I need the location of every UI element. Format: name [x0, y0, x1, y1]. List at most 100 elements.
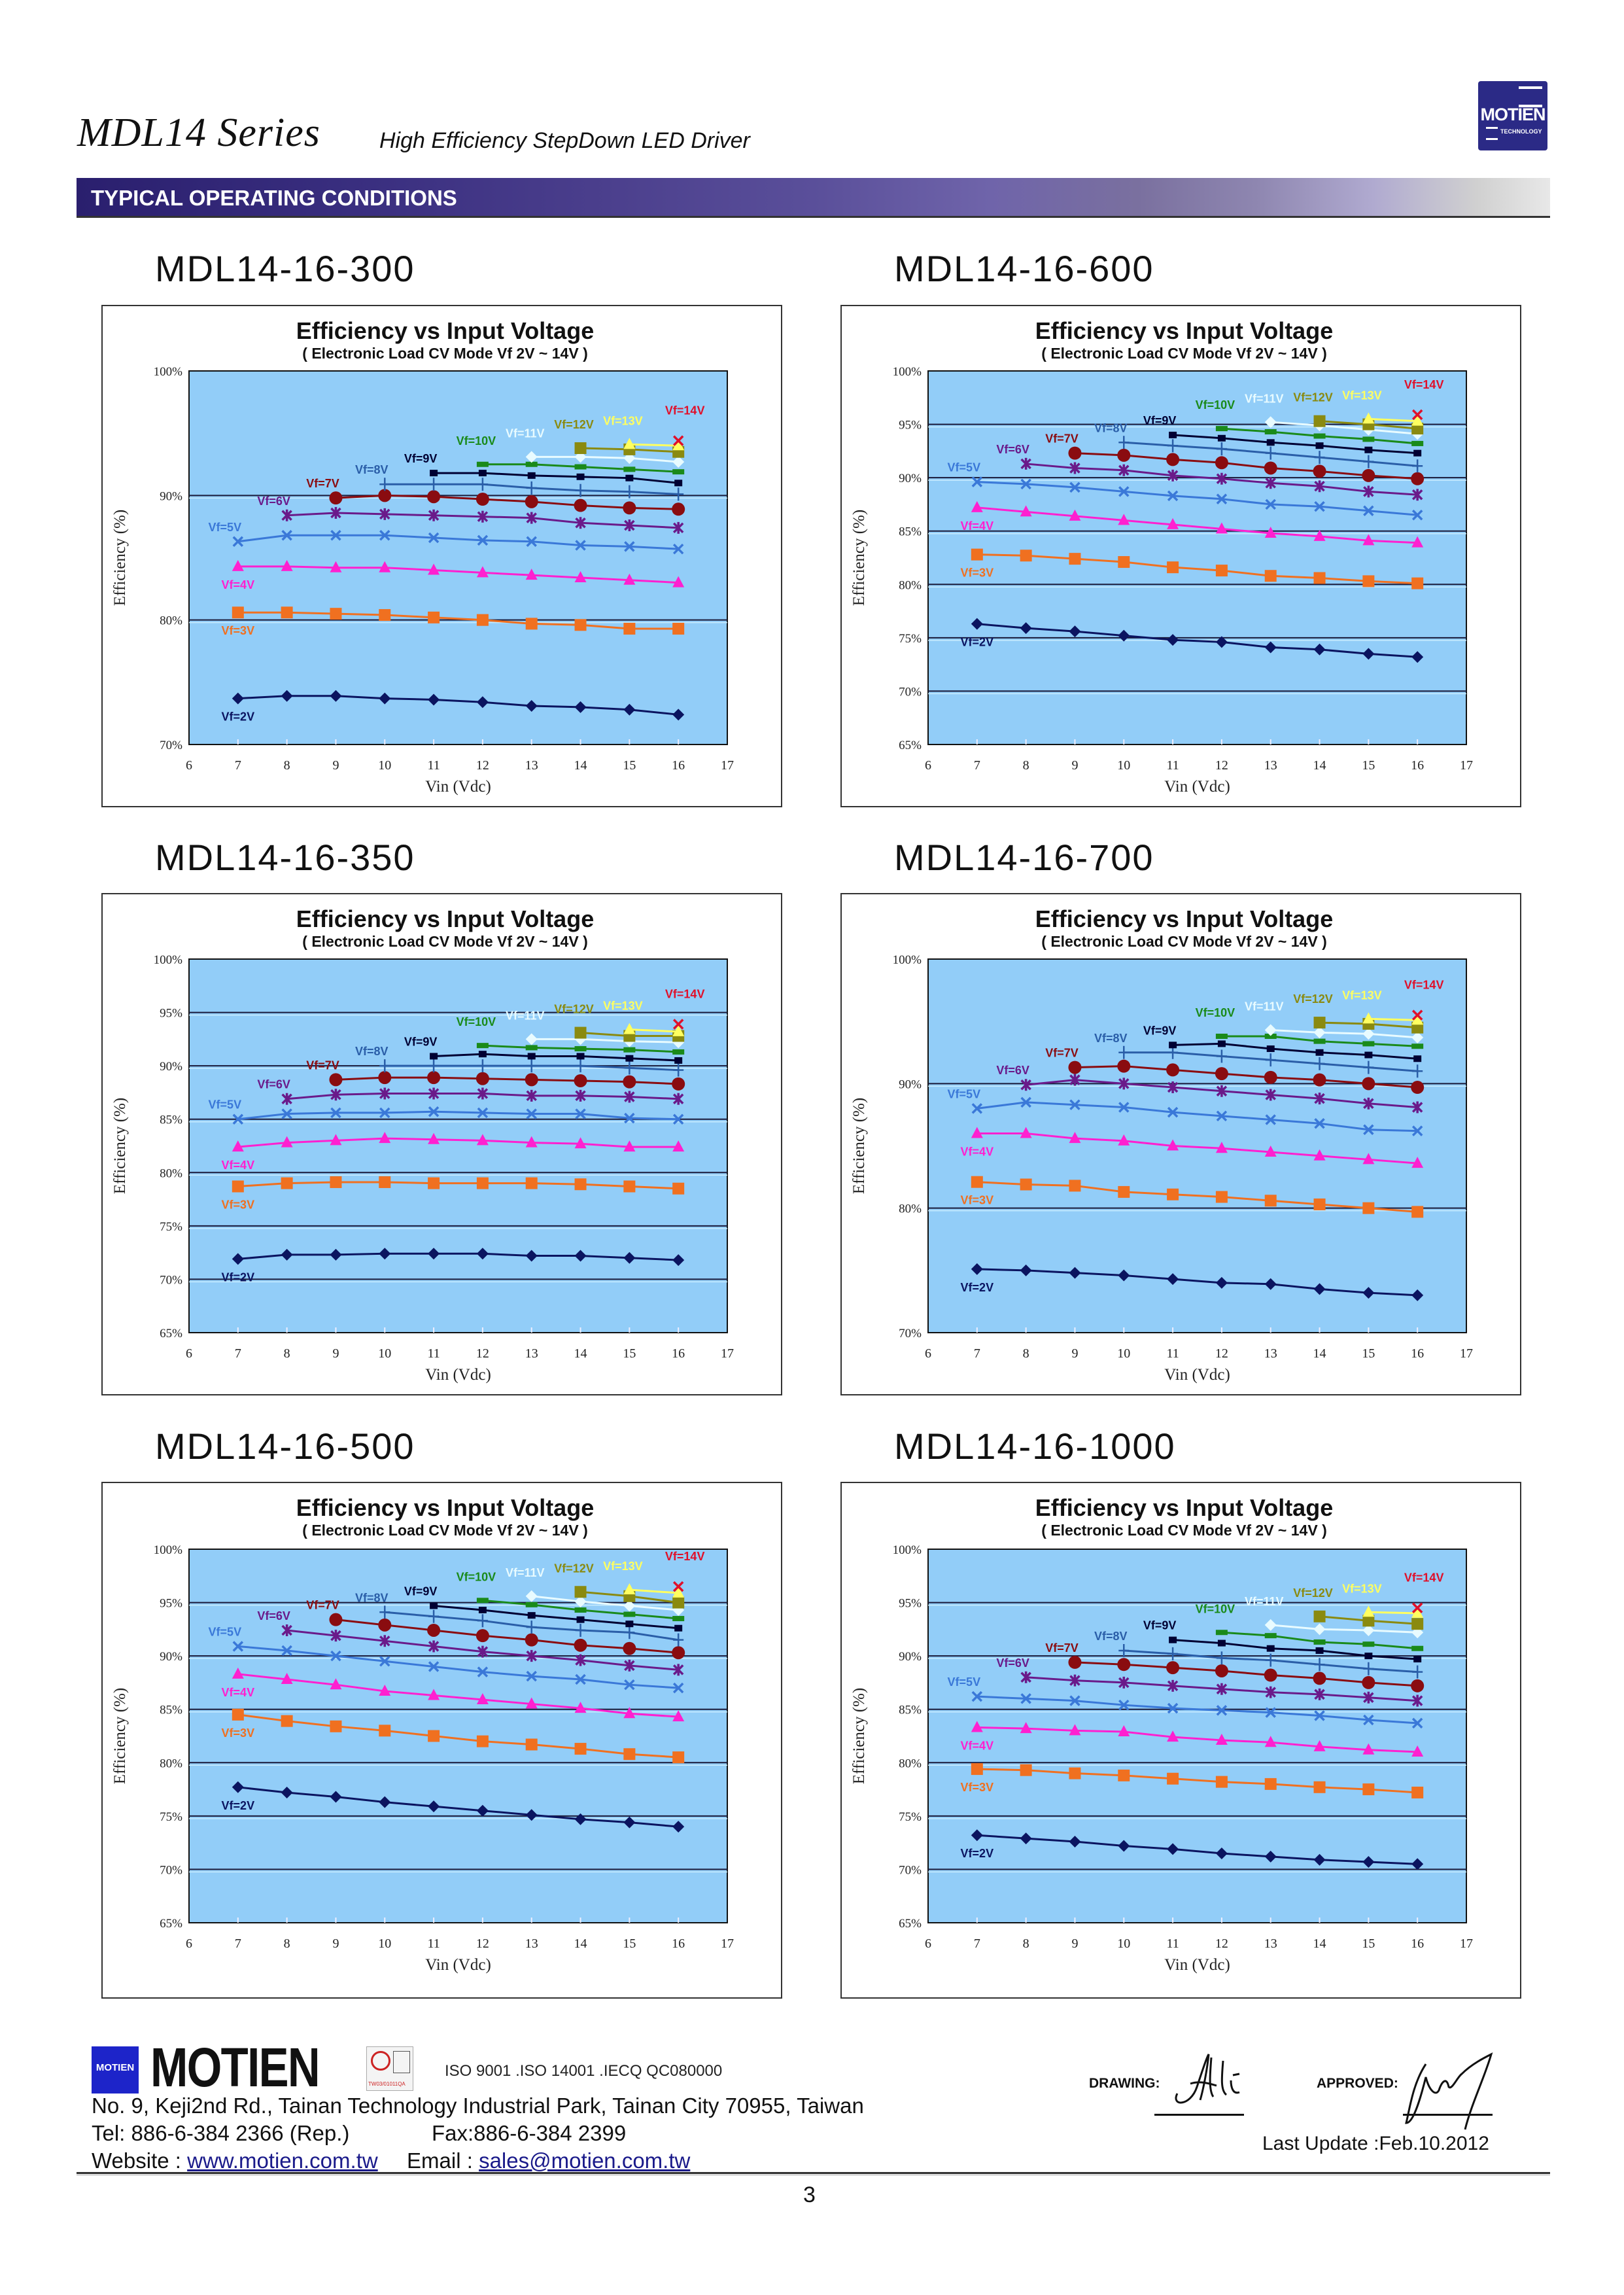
data-point [428, 693, 440, 706]
y-axis-label: Efficiency (%) [850, 1098, 868, 1194]
x-axis-label: Vin (Vdc) [1164, 1366, 1230, 1384]
data-point [623, 1075, 636, 1089]
data-point [428, 1689, 440, 1700]
data-point [428, 1106, 440, 1117]
x-tick-label: 7 [235, 1936, 241, 1951]
x-tick-label: 7 [235, 758, 241, 773]
data-point [1266, 1645, 1275, 1652]
data-point [575, 1089, 586, 1102]
x-tick-label: 15 [623, 1936, 636, 1951]
data-point [329, 1073, 343, 1087]
data-point [329, 1613, 343, 1626]
wave-icon [1519, 86, 1542, 107]
data-point [1411, 536, 1424, 548]
series-label: Vf=12V [554, 1562, 594, 1575]
data-point [1265, 1089, 1276, 1101]
data-point [525, 1590, 538, 1602]
data-point [525, 451, 538, 463]
data-point [672, 1664, 684, 1676]
data-point [281, 690, 293, 702]
data-point [526, 512, 537, 524]
data-point [525, 1738, 538, 1751]
x-tick-label: 12 [476, 758, 489, 773]
data-point [232, 559, 244, 571]
data-point [971, 500, 983, 512]
data-point [1411, 1013, 1424, 1025]
data-point [526, 481, 537, 495]
data-point [1118, 1045, 1130, 1059]
website-link[interactable]: www.motien.com.tw [187, 2148, 378, 2173]
data-point [623, 1600, 636, 1612]
data-point [674, 1624, 683, 1632]
series-vf-11v: Vf=11V [1245, 1000, 1424, 1043]
data-point [1363, 1662, 1374, 1675]
email-link[interactable]: sales@motien.com.tw [479, 2148, 691, 2173]
data-point [1020, 1722, 1032, 1734]
data-point [672, 439, 685, 451]
data-point [1215, 636, 1228, 648]
data-point [672, 521, 684, 534]
data-point [281, 1624, 292, 1636]
data-point [379, 1132, 391, 1144]
series-label: Vf=10V [1196, 1602, 1235, 1615]
series-label: Vf=7V [306, 1599, 339, 1612]
series-line [1368, 1017, 1418, 1021]
y-tick-label: 80% [899, 1202, 922, 1216]
data-point [526, 1650, 537, 1662]
series-label: Vf=8V [1094, 1630, 1128, 1643]
series-line [1172, 1639, 1418, 1660]
footer-divider [77, 2172, 1550, 2176]
series-vf-14v: Vf=14V [665, 404, 704, 446]
chart-subtitle: ( Electronic Load CV Mode Vf 2V ~ 14V ) [1041, 345, 1326, 362]
data-point [1265, 1686, 1276, 1698]
data-point [1313, 1017, 1326, 1029]
data-point [527, 1612, 536, 1619]
data-point [478, 1606, 487, 1613]
series-vf-8v: Vf=8V [355, 1591, 684, 1647]
data-point [281, 1108, 292, 1119]
email-label: Email : [407, 2148, 473, 2173]
data-point [574, 464, 587, 470]
series-line [237, 1673, 679, 1718]
data-point [1411, 1101, 1423, 1113]
data-point [1363, 1691, 1374, 1704]
x-tick-label: 7 [974, 1346, 980, 1361]
series-line [976, 1726, 1418, 1753]
data-point [526, 1059, 537, 1073]
x-tick-label: 16 [672, 758, 685, 773]
data-point [1264, 1024, 1277, 1036]
data-point [625, 1055, 634, 1062]
data-point [576, 1053, 585, 1060]
data-point [477, 1614, 488, 1628]
chart-container: Efficiency vs Input Voltage( Electronic … [101, 305, 782, 807]
series-vf-14v: Vf=14V [1404, 378, 1443, 421]
series-line [976, 1834, 1418, 1865]
data-point [1411, 510, 1423, 521]
data-point [673, 487, 684, 501]
data-point [672, 1596, 685, 1609]
data-point [574, 1607, 587, 1613]
series-vf-13v: Vf=13V [603, 1000, 685, 1036]
data-point [1069, 1724, 1081, 1736]
data-point [574, 442, 587, 455]
chart-title: Efficiency vs Input Voltage [1035, 1494, 1333, 1521]
series-vf-3v: Vf=3V [961, 1763, 1424, 1798]
series-label: Vf=5V [209, 1098, 242, 1112]
x-tick-label: 15 [1362, 1936, 1375, 1951]
series-label: Vf=14V [1404, 979, 1444, 992]
data-point [673, 1633, 684, 1647]
series-label: Vf=7V [1045, 1641, 1079, 1655]
data-point [1020, 1096, 1031, 1108]
data-point [477, 1107, 489, 1119]
data-point [525, 1045, 538, 1051]
y-tick-label: 95% [899, 1597, 922, 1611]
data-point [672, 709, 685, 721]
data-point [525, 461, 538, 467]
series-label: Vf=12V [1293, 391, 1333, 404]
x-tick-label: 10 [378, 758, 391, 773]
data-point [1411, 1717, 1423, 1729]
series-label: Vf=13V [603, 414, 643, 427]
data-point [1117, 1658, 1131, 1672]
data-point [1118, 1077, 1130, 1090]
data-point [1266, 1045, 1275, 1053]
